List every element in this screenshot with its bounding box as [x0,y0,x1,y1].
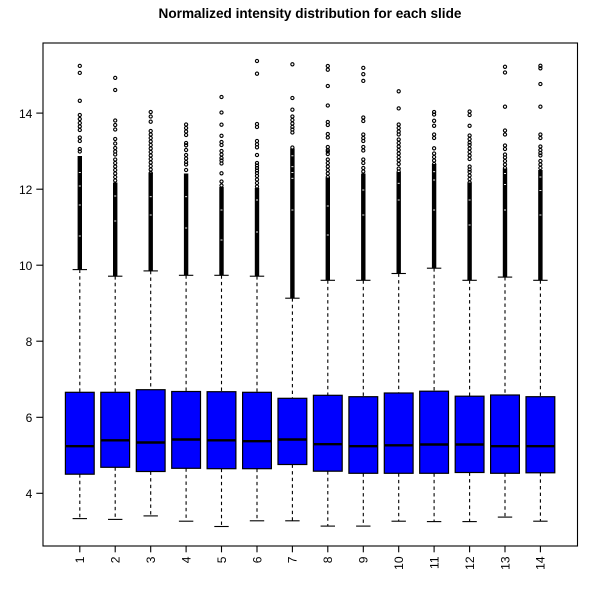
svg-text:4: 4 [26,487,33,501]
svg-text:4: 4 [179,556,193,563]
svg-text:Normalized intensity distribut: Normalized intensity distribution for ea… [159,6,462,21]
svg-text:9: 9 [357,556,371,563]
svg-text:6: 6 [26,411,33,425]
svg-text:2: 2 [109,556,123,563]
svg-text:8: 8 [321,556,335,563]
svg-text:1: 1 [73,556,87,563]
svg-text:12: 12 [19,183,33,197]
svg-text:13: 13 [498,556,512,570]
svg-text:5: 5 [215,556,229,563]
svg-text:6: 6 [250,556,264,563]
svg-text:14: 14 [534,556,548,570]
svg-text:10: 10 [392,556,406,570]
svg-text:12: 12 [463,556,477,570]
svg-text:11: 11 [427,556,441,569]
svg-text:10: 10 [19,259,33,273]
svg-text:8: 8 [26,335,33,349]
svg-text:3: 3 [144,556,158,563]
svg-text:7: 7 [286,556,300,563]
svg-text:14: 14 [19,107,33,121]
